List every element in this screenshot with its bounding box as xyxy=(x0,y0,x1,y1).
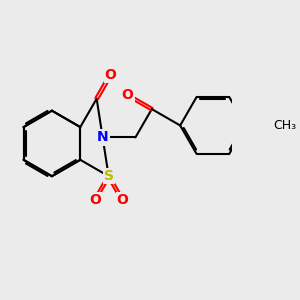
Text: O: O xyxy=(122,88,134,102)
Text: O: O xyxy=(89,193,101,207)
Text: O: O xyxy=(117,193,128,207)
Text: O: O xyxy=(105,68,116,82)
Text: N: N xyxy=(97,130,109,145)
Text: CH₃: CH₃ xyxy=(274,119,297,132)
Text: S: S xyxy=(104,169,114,183)
